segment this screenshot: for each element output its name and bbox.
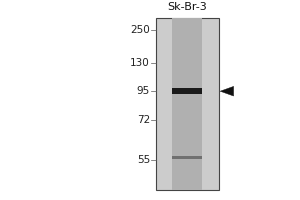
Bar [156, 18, 219, 190]
Bar [172, 156, 202, 159]
Bar [172, 18, 202, 190]
Text: 250: 250 [130, 25, 150, 35]
Text: 95: 95 [137, 86, 150, 96]
Text: 55: 55 [137, 155, 150, 165]
Text: 72: 72 [137, 115, 150, 125]
Polygon shape [220, 86, 234, 96]
Text: Sk-Br-3: Sk-Br-3 [167, 2, 207, 12]
Bar [172, 88, 202, 94]
Text: 130: 130 [130, 58, 150, 68]
